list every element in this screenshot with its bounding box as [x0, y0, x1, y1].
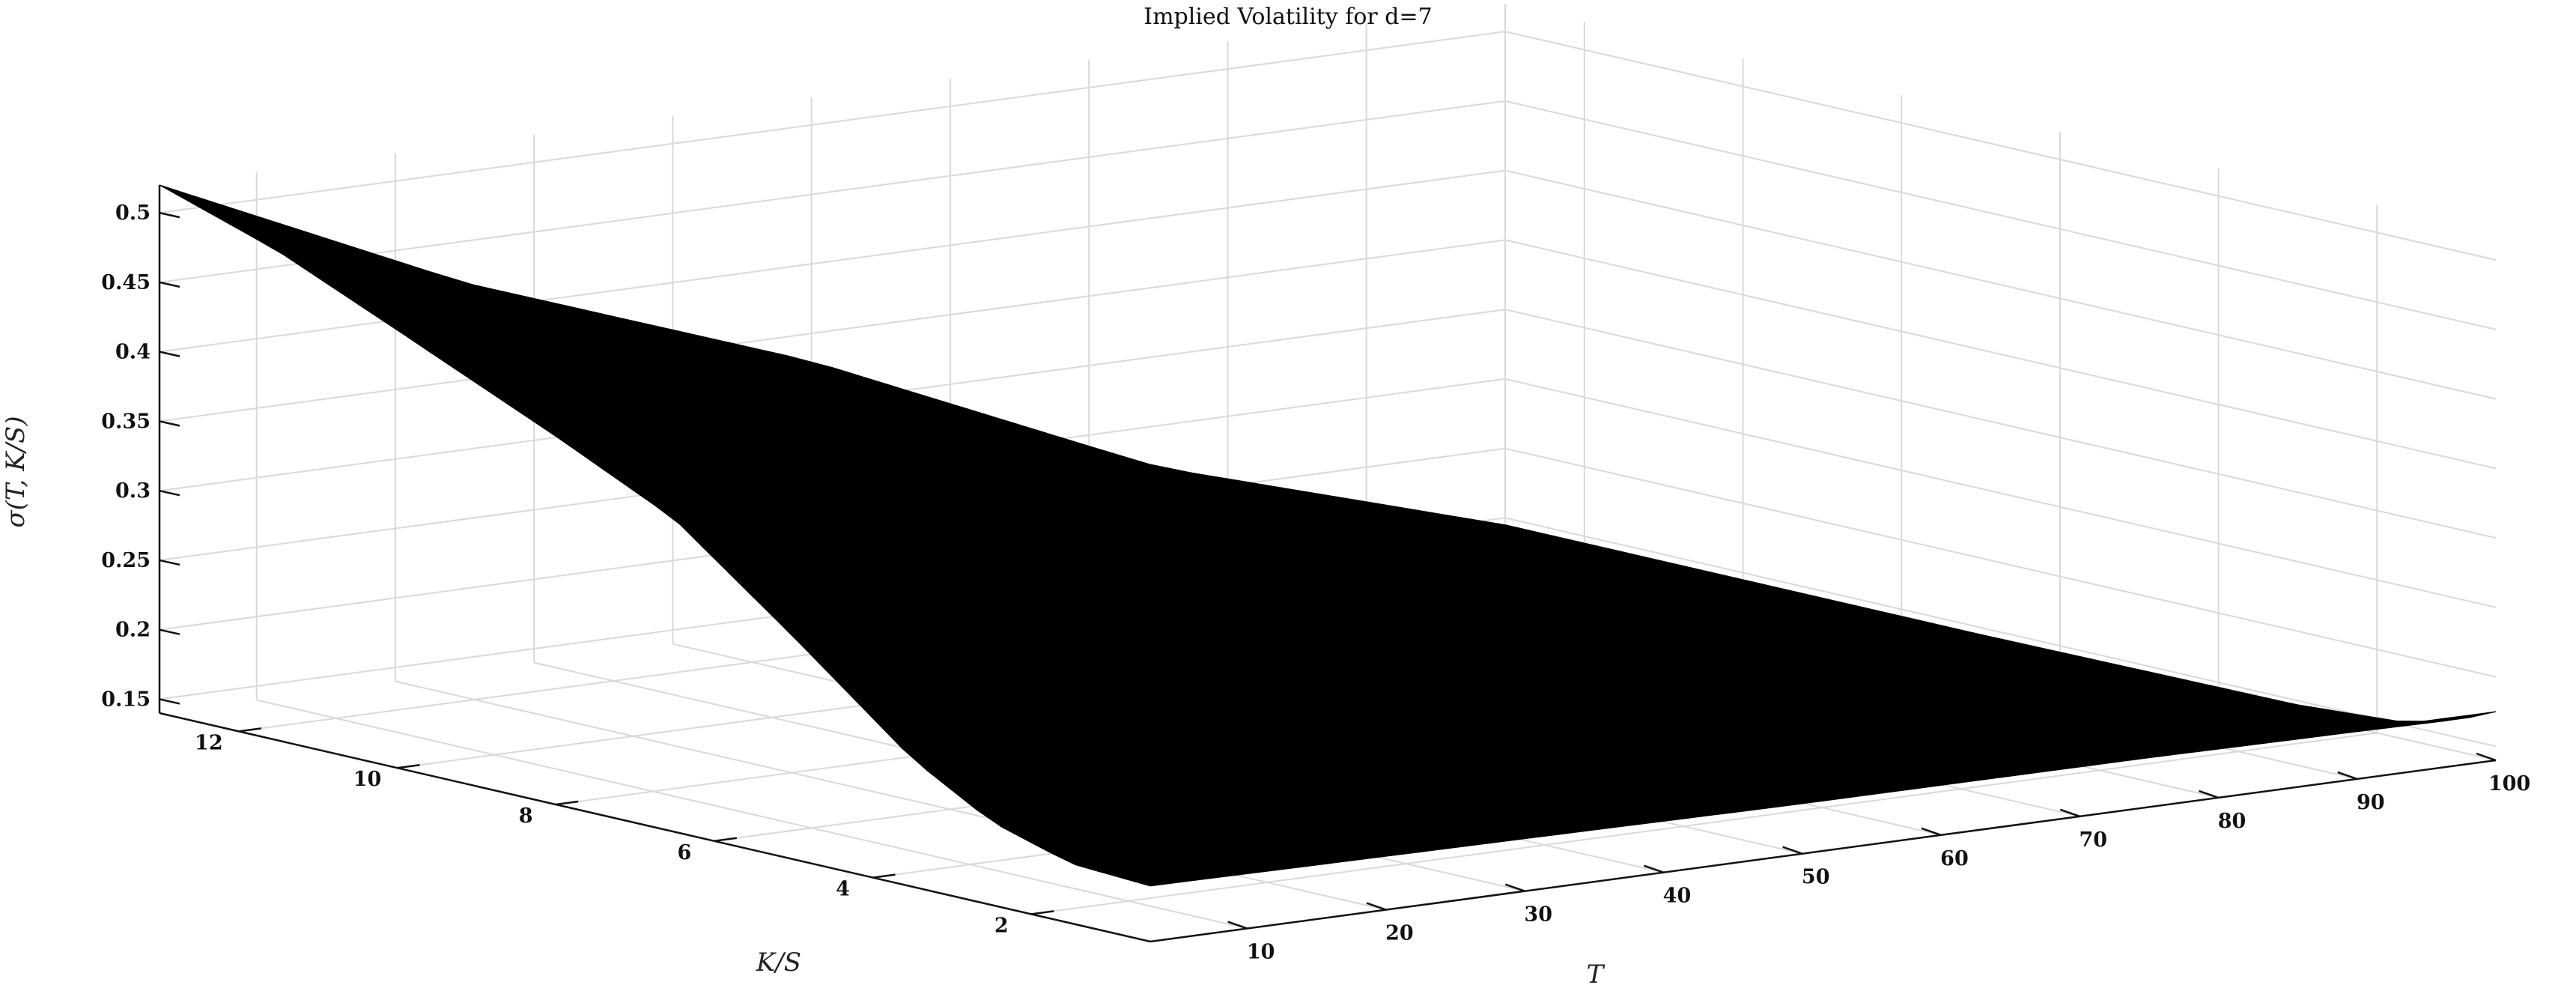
- surface-patch: [1459, 517, 1531, 531]
- x-tick-mark: [1921, 827, 1942, 836]
- x-tick-label: 40: [1663, 885, 1692, 908]
- z-tick-mark: [159, 351, 180, 357]
- x-tick-mark: [2059, 808, 2080, 818]
- z-tick-label: 0.3: [115, 479, 151, 503]
- z-tick-mark: [159, 698, 180, 705]
- z-tick-mark: [159, 211, 180, 219]
- y-tick-label: 12: [195, 731, 223, 754]
- grid-line: [1504, 309, 2497, 539]
- z-tick-label: 0.4: [115, 341, 151, 364]
- y-tick-mark: [1031, 910, 1054, 915]
- x-axis-line: [1149, 759, 2497, 943]
- y-axis-label: K/S: [756, 948, 801, 978]
- y-tick-mark: [238, 727, 262, 733]
- grid-line: [1504, 169, 2497, 400]
- y-tick-label: 8: [519, 804, 533, 828]
- y-tick-label: 4: [836, 878, 850, 901]
- grid-lines: [159, 4, 2497, 930]
- grid-line: [159, 239, 1506, 422]
- y-tick-label: 10: [353, 768, 382, 791]
- grid-line: [159, 31, 1506, 214]
- z-tick-mark: [159, 628, 180, 635]
- grid-line: [159, 100, 1506, 283]
- grid-line: [1504, 239, 2497, 470]
- z-tick-label: 0.45: [101, 271, 151, 294]
- grid-line: [1504, 517, 2497, 748]
- z-tick-label: 0.2: [115, 619, 151, 642]
- x-tick-mark: [1782, 846, 1803, 855]
- z-tick-mark: [159, 281, 180, 288]
- x-tick-label: 70: [2079, 828, 2107, 852]
- z-tick-label: 0.5: [115, 201, 151, 225]
- z-tick-mark: [159, 489, 180, 497]
- y-tick-label: 2: [994, 914, 1009, 937]
- z-tick-mark: [159, 559, 180, 566]
- x-tick-mark: [1227, 921, 1248, 930]
- y-tick-label: 6: [677, 841, 691, 864]
- x-tick-mark: [1644, 864, 1664, 873]
- grid-line: [1504, 100, 2497, 330]
- x-tick-label: 10: [1247, 941, 1275, 964]
- axes-layer: [158, 185, 2497, 943]
- x-tick-label: 30: [1524, 903, 1552, 927]
- x-tick-label: 50: [1802, 866, 1830, 889]
- chart-title: Implied Volatility for d=7: [1143, 4, 1433, 30]
- grid-line: [1504, 378, 2497, 608]
- x-tick-mark: [2476, 752, 2497, 762]
- x-tick-mark: [1504, 883, 1525, 892]
- y-axis-line: [159, 712, 1151, 943]
- x-tick-mark: [2199, 790, 2219, 799]
- z-tick-mark: [159, 420, 180, 427]
- surface-layer: [159, 184, 2497, 887]
- grid-line: [1031, 732, 2378, 915]
- grid-line: [1504, 447, 2497, 678]
- y-tick-mark: [872, 873, 896, 879]
- x-tick-label: 60: [1940, 847, 1969, 870]
- grid-line: [256, 699, 1248, 930]
- x-axis-label: T: [1587, 960, 1606, 990]
- z-tick-label: 0.25: [101, 549, 151, 572]
- x-tick-label: 90: [2357, 791, 2385, 814]
- y-tick-mark: [714, 837, 738, 843]
- grid-line: [1504, 31, 2497, 261]
- x-tick-label: 100: [2488, 772, 2530, 795]
- z-axis-label: σ(T, K/S): [1, 416, 31, 527]
- x-tick-mark: [1366, 902, 1387, 911]
- x-tick-label: 80: [2218, 810, 2247, 833]
- x-tick-label: 20: [1385, 922, 1414, 945]
- z-tick-label: 0.15: [101, 688, 151, 711]
- y-tick-mark: [556, 800, 579, 806]
- y-tick-mark: [397, 763, 420, 769]
- z-tick-label: 0.35: [101, 410, 151, 433]
- labels-layer: 10 20 30 40 50 60 70 80 90 100 2 4 6 8 10 12 0.15 0.2 0.25…: [1, 4, 2530, 990]
- x-tick-mark: [2337, 771, 2358, 781]
